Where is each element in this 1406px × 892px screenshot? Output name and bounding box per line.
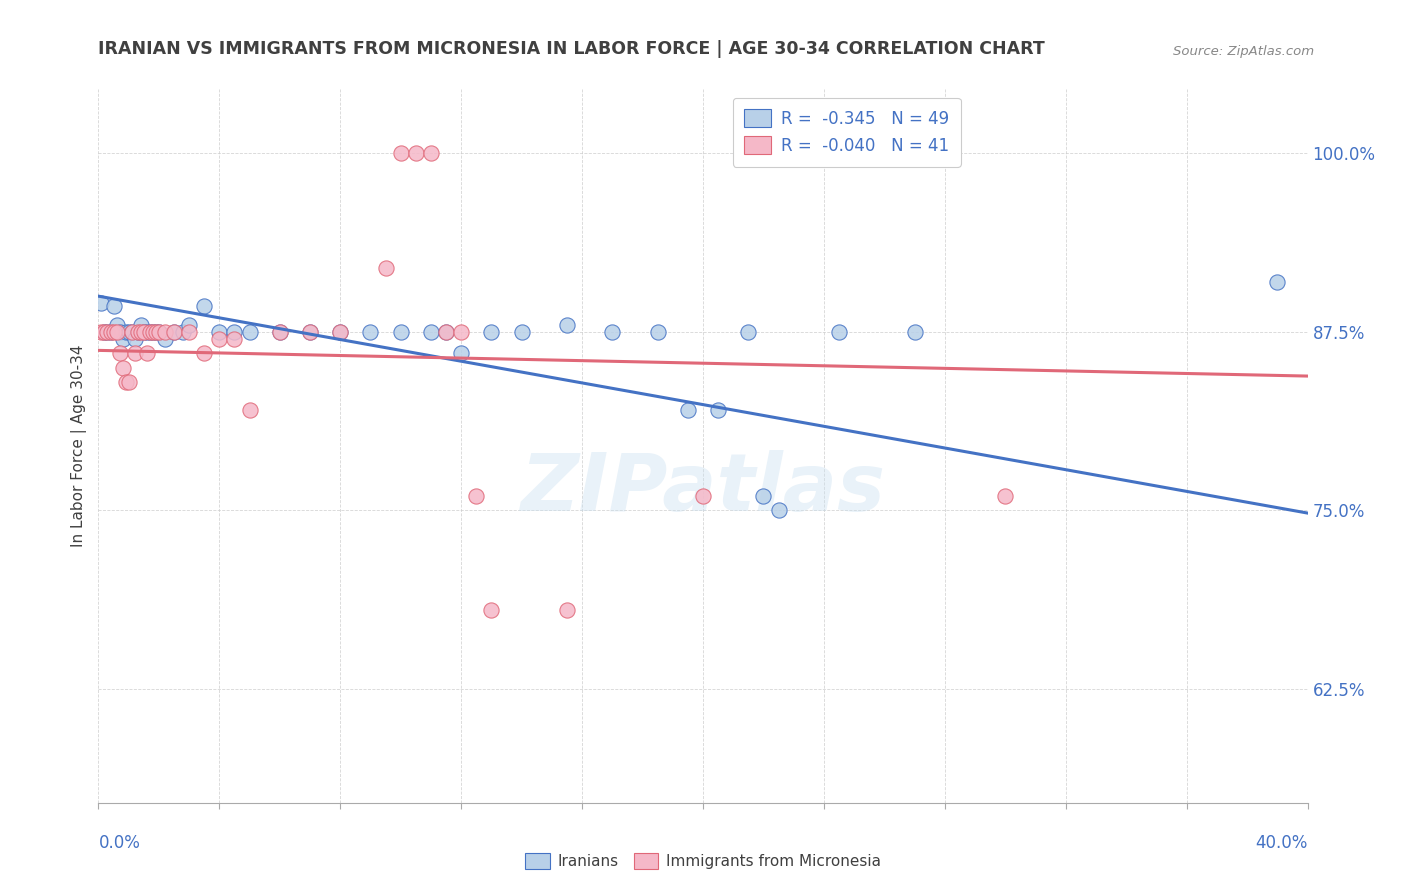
Point <box>129 318 152 332</box>
Point <box>127 325 149 339</box>
Point <box>450 325 472 339</box>
Point <box>510 325 533 339</box>
Point <box>828 325 851 339</box>
Point <box>299 325 322 339</box>
Point <box>114 375 136 389</box>
Point <box>132 325 155 339</box>
Point <box>132 325 155 339</box>
Point <box>434 325 457 339</box>
Point <box>450 346 472 360</box>
Text: 0.0%: 0.0% <box>98 834 141 852</box>
Point <box>239 403 262 417</box>
Point <box>142 325 165 339</box>
Point <box>465 489 488 503</box>
Point <box>768 503 790 517</box>
Point <box>555 603 578 617</box>
Point <box>434 325 457 339</box>
Point <box>692 489 714 503</box>
Point <box>153 325 176 339</box>
Text: Source: ZipAtlas.com: Source: ZipAtlas.com <box>1174 45 1315 58</box>
Point <box>135 325 157 339</box>
Point <box>142 325 165 339</box>
Point <box>139 325 162 339</box>
Point <box>329 325 352 339</box>
Point <box>96 325 118 339</box>
Point <box>163 325 186 339</box>
Point <box>405 146 427 161</box>
Point <box>124 332 146 346</box>
Point <box>135 346 157 360</box>
Point <box>208 325 231 339</box>
Point <box>111 360 134 375</box>
Point <box>172 325 194 339</box>
Point <box>481 603 503 617</box>
Point <box>299 325 322 339</box>
Point <box>96 325 118 339</box>
Point <box>904 325 927 339</box>
Point <box>752 489 775 503</box>
Point <box>100 325 122 339</box>
Text: IRANIAN VS IMMIGRANTS FROM MICRONESIA IN LABOR FORCE | AGE 30-34 CORRELATION CHA: IRANIAN VS IMMIGRANTS FROM MICRONESIA IN… <box>98 40 1045 58</box>
Point <box>224 325 246 339</box>
Point <box>177 325 201 339</box>
Point <box>108 325 131 339</box>
Point <box>481 325 503 339</box>
Point <box>145 325 167 339</box>
Point <box>193 299 215 313</box>
Point <box>676 403 699 417</box>
Point <box>103 299 125 313</box>
Point <box>389 325 412 339</box>
Point <box>707 403 730 417</box>
Point <box>360 325 382 339</box>
Point <box>647 325 669 339</box>
Legend: R =  -0.345   N = 49, R =  -0.040   N = 41: R = -0.345 N = 49, R = -0.040 N = 41 <box>733 97 960 167</box>
Point <box>153 332 176 346</box>
Point <box>121 325 143 339</box>
Point <box>419 325 441 339</box>
Text: ZIPatlas: ZIPatlas <box>520 450 886 528</box>
Point <box>148 325 170 339</box>
Point <box>93 325 115 339</box>
Point <box>100 325 122 339</box>
Point <box>118 375 141 389</box>
Point <box>1265 275 1288 289</box>
Point <box>374 260 396 275</box>
Point <box>139 325 162 339</box>
Point <box>103 325 125 339</box>
Point <box>994 489 1017 503</box>
Point <box>90 296 112 310</box>
Point <box>329 325 352 339</box>
Point <box>148 325 170 339</box>
Point <box>118 325 141 339</box>
Point <box>127 325 149 339</box>
Point <box>111 332 134 346</box>
Point <box>105 325 128 339</box>
Point <box>602 325 624 339</box>
Point <box>90 325 112 339</box>
Point <box>177 318 201 332</box>
Point <box>269 325 291 339</box>
Point <box>105 318 128 332</box>
Point <box>419 146 441 161</box>
Point <box>208 332 231 346</box>
Point <box>239 325 262 339</box>
Point <box>389 146 412 161</box>
Point <box>93 325 115 339</box>
Point <box>129 325 152 339</box>
Legend: Iranians, Immigrants from Micronesia: Iranians, Immigrants from Micronesia <box>519 847 887 875</box>
Text: 40.0%: 40.0% <box>1256 834 1308 852</box>
Point <box>163 325 186 339</box>
Point <box>108 346 131 360</box>
Point <box>224 332 246 346</box>
Point <box>121 325 143 339</box>
Point <box>124 346 146 360</box>
Point <box>145 325 167 339</box>
Y-axis label: In Labor Force | Age 30-34: In Labor Force | Age 30-34 <box>72 344 87 548</box>
Point <box>114 325 136 339</box>
Point <box>269 325 291 339</box>
Point <box>193 346 215 360</box>
Point <box>555 318 578 332</box>
Point <box>737 325 759 339</box>
